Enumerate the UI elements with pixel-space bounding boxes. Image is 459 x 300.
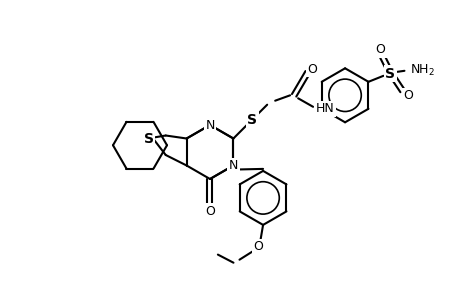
Text: S: S [385, 67, 395, 81]
Text: O: O [307, 63, 317, 76]
Text: O: O [205, 205, 214, 218]
Text: HN: HN [315, 102, 334, 115]
Text: N: N [205, 118, 214, 131]
Text: O: O [375, 43, 385, 56]
Text: S: S [247, 112, 257, 127]
Text: O: O [252, 240, 263, 253]
Text: NH$_2$: NH$_2$ [409, 63, 434, 78]
Text: O: O [403, 89, 413, 102]
Text: S: S [144, 131, 153, 146]
Text: N: N [228, 159, 238, 172]
